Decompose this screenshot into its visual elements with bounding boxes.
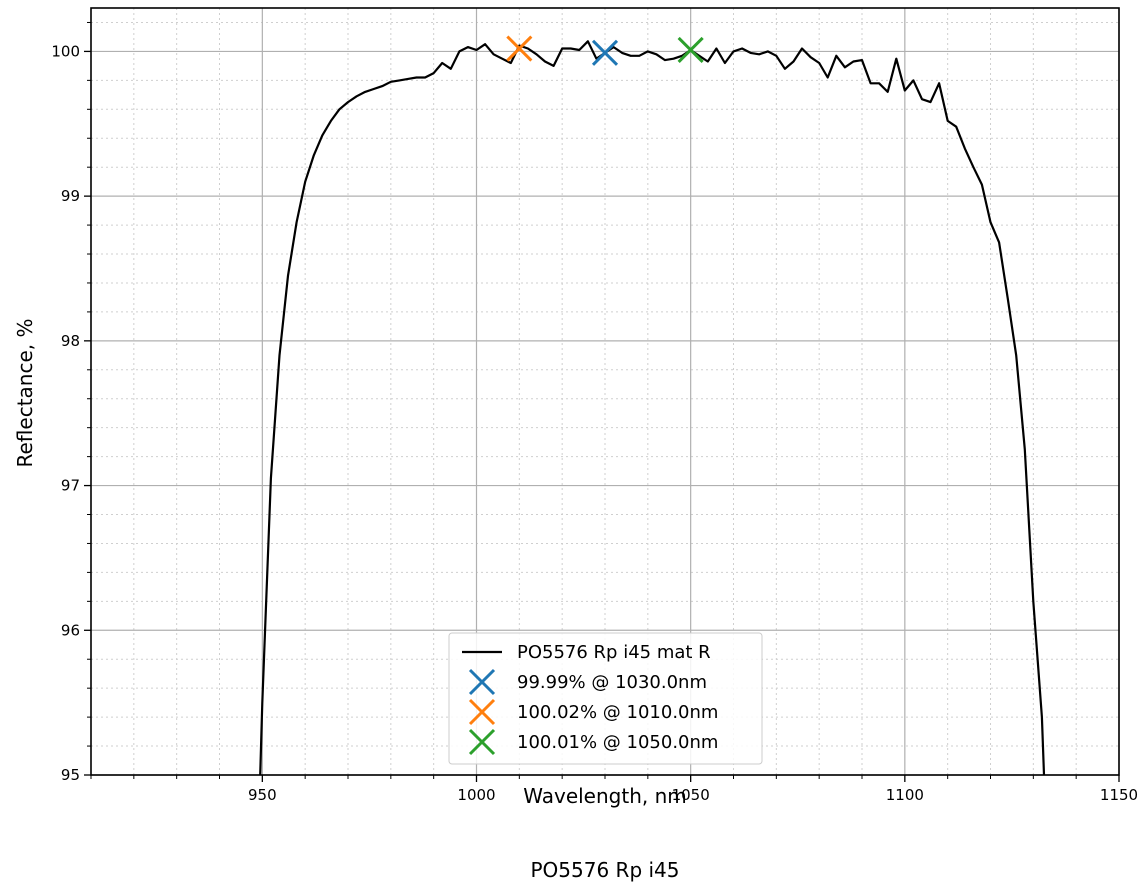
x-tick-label: 1150 [1100,786,1138,804]
y-tick-label: 99 [61,187,80,205]
legend-label: 100.01% @ 1050.0nm [517,732,718,753]
y-tick-label: 100 [51,42,80,60]
y-tick-label: 95 [61,766,80,784]
legend-label: 99.99% @ 1030.0nm [517,672,707,693]
legend: PO5576 Rp i45 mat R 99.99% @ 1030.0nm 100.… [449,633,762,764]
y-tick-label: 98 [61,332,80,350]
legend-label: 100.02% @ 1010.0nm [517,702,718,723]
legend-label: PO5576 Rp i45 mat R [517,642,711,663]
y-tick-label: 96 [61,621,80,639]
chart-caption: PO5576 Rp i45 [530,858,679,882]
y-axis-label: Reflectance, % [13,319,37,468]
x-tick-label: 1100 [886,786,924,804]
x-tick-label: 950 [248,786,277,804]
x-axis-label: Wavelength, nm [523,784,687,808]
x-tick-label: 1000 [457,786,495,804]
y-tick-label: 97 [61,477,80,495]
